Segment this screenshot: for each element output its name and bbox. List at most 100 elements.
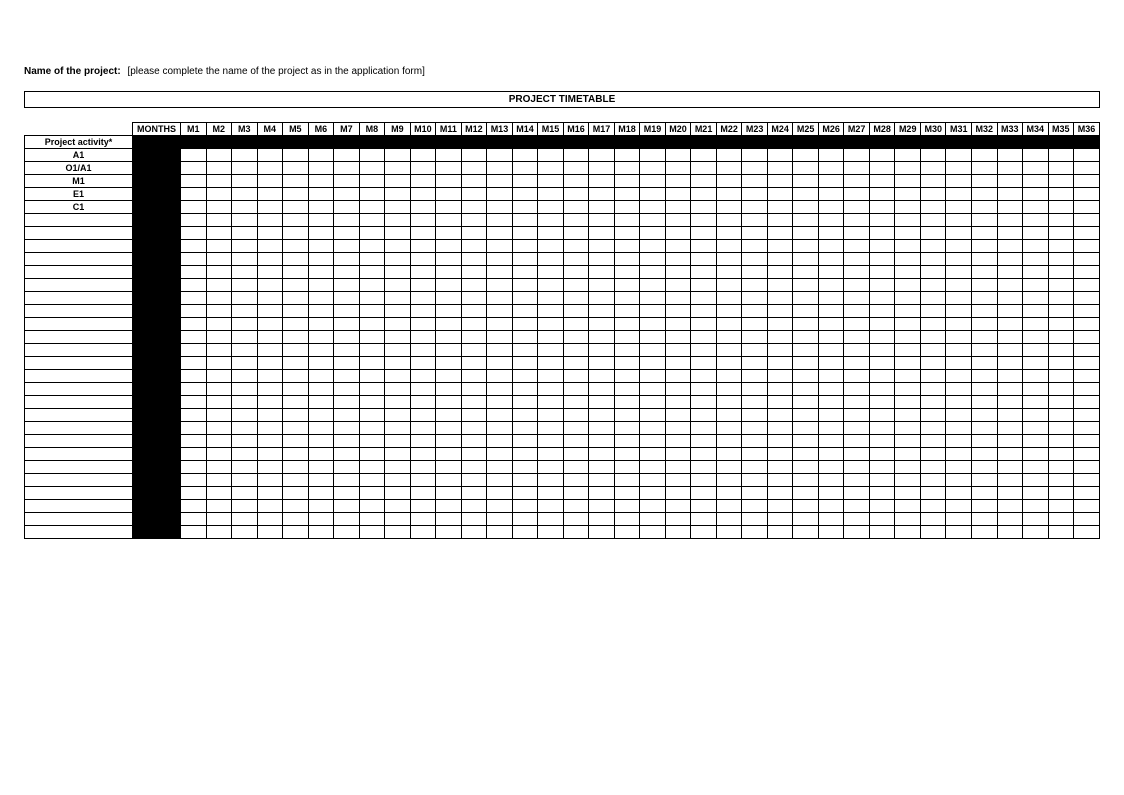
month-cell bbox=[385, 500, 411, 513]
month-cell bbox=[716, 344, 742, 357]
month-cell bbox=[793, 448, 819, 461]
month-cell bbox=[895, 318, 921, 331]
month-cell bbox=[997, 487, 1023, 500]
month-cell bbox=[512, 448, 538, 461]
month-cell bbox=[997, 357, 1023, 370]
month-cell bbox=[283, 500, 309, 513]
month-cell bbox=[793, 240, 819, 253]
month-cell bbox=[665, 240, 691, 253]
month-cell bbox=[563, 305, 589, 318]
month-cell bbox=[895, 266, 921, 279]
month-cell bbox=[997, 513, 1023, 526]
month-cell bbox=[818, 409, 844, 422]
month-cell bbox=[563, 357, 589, 370]
activity-cell: O1/A1 bbox=[25, 162, 133, 175]
month-cell bbox=[665, 474, 691, 487]
month-cell bbox=[359, 513, 385, 526]
month-cell bbox=[232, 461, 258, 474]
month-cell bbox=[385, 162, 411, 175]
months-black-cell bbox=[133, 357, 181, 370]
month-cell bbox=[946, 227, 972, 240]
month-cell bbox=[1048, 162, 1074, 175]
month-cell bbox=[589, 461, 615, 474]
month-cell bbox=[512, 305, 538, 318]
activity-cell bbox=[25, 474, 133, 487]
month-cell bbox=[1048, 383, 1074, 396]
month-cell bbox=[589, 435, 615, 448]
month-cell bbox=[920, 448, 946, 461]
month-cell bbox=[946, 162, 972, 175]
activity-header-cell: Project activity* bbox=[25, 136, 133, 149]
month-cell bbox=[895, 305, 921, 318]
month-cell bbox=[818, 149, 844, 162]
month-cell bbox=[181, 331, 207, 344]
month-cell bbox=[895, 331, 921, 344]
month-cell bbox=[410, 357, 436, 370]
month-cell bbox=[793, 305, 819, 318]
month-cell bbox=[308, 188, 334, 201]
month-cell bbox=[589, 357, 615, 370]
month-cell bbox=[742, 357, 768, 370]
months-black-cell bbox=[133, 136, 181, 149]
month-cell bbox=[206, 201, 232, 214]
month-cell bbox=[308, 370, 334, 383]
month-cell bbox=[1023, 331, 1049, 344]
month-cell bbox=[436, 474, 462, 487]
month-cell bbox=[946, 513, 972, 526]
month-cell bbox=[308, 383, 334, 396]
month-header-cell: M10 bbox=[410, 123, 436, 136]
month-cell bbox=[691, 188, 717, 201]
month-cell bbox=[334, 188, 360, 201]
month-cell bbox=[334, 461, 360, 474]
month-cell bbox=[1074, 305, 1100, 318]
month-cell bbox=[206, 188, 232, 201]
month-black-cell bbox=[512, 136, 538, 149]
timetable-row bbox=[25, 396, 1100, 409]
month-cell bbox=[1023, 487, 1049, 500]
month-cell bbox=[869, 331, 895, 344]
month-cell bbox=[410, 461, 436, 474]
month-cell bbox=[665, 331, 691, 344]
months-black-cell bbox=[133, 461, 181, 474]
month-cell bbox=[920, 331, 946, 344]
month-black-cell bbox=[946, 136, 972, 149]
month-cell bbox=[181, 357, 207, 370]
month-cell bbox=[359, 370, 385, 383]
month-cell bbox=[563, 500, 589, 513]
month-cell bbox=[997, 370, 1023, 383]
month-cell bbox=[334, 435, 360, 448]
month-cell bbox=[844, 422, 870, 435]
month-cell bbox=[895, 526, 921, 539]
month-cell bbox=[1048, 331, 1074, 344]
month-cell bbox=[614, 305, 640, 318]
months-black-cell bbox=[133, 305, 181, 318]
month-black-cell bbox=[691, 136, 717, 149]
month-cell bbox=[436, 344, 462, 357]
month-cell bbox=[691, 240, 717, 253]
month-cell bbox=[308, 487, 334, 500]
month-cell bbox=[385, 344, 411, 357]
months-black-cell bbox=[133, 201, 181, 214]
month-cell bbox=[1048, 266, 1074, 279]
month-cell bbox=[920, 487, 946, 500]
month-cell bbox=[716, 383, 742, 396]
month-cell bbox=[665, 201, 691, 214]
month-cell bbox=[614, 344, 640, 357]
month-cell bbox=[920, 422, 946, 435]
timetable-row bbox=[25, 344, 1100, 357]
month-cell bbox=[691, 318, 717, 331]
month-cell bbox=[869, 279, 895, 292]
month-cell bbox=[742, 305, 768, 318]
month-cell bbox=[716, 188, 742, 201]
month-cell bbox=[920, 409, 946, 422]
month-cell bbox=[665, 305, 691, 318]
month-cell bbox=[283, 422, 309, 435]
month-cell bbox=[844, 227, 870, 240]
month-cell bbox=[793, 461, 819, 474]
month-cell bbox=[818, 201, 844, 214]
month-cell bbox=[359, 318, 385, 331]
month-cell bbox=[1023, 175, 1049, 188]
month-cell bbox=[359, 292, 385, 305]
month-cell bbox=[869, 188, 895, 201]
month-cell bbox=[181, 448, 207, 461]
